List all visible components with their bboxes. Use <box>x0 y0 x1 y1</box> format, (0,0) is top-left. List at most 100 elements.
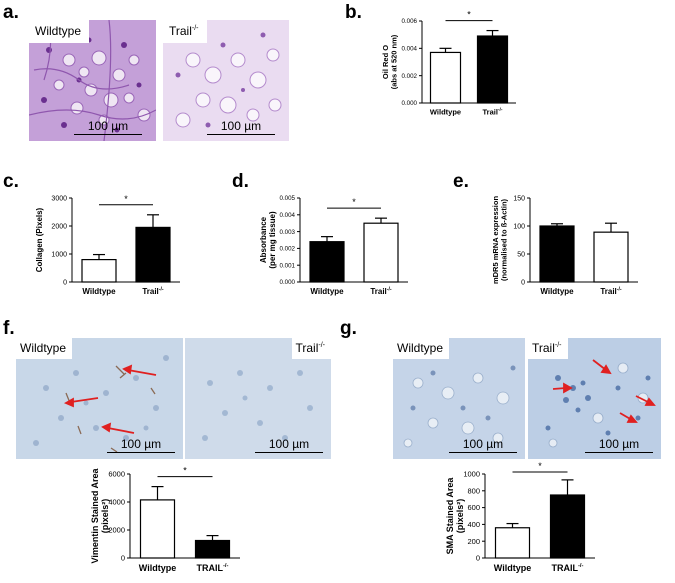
panel-letter-c: c. <box>3 171 19 192</box>
y-tick-label: 150 <box>513 195 525 202</box>
micrograph-a-trail-label-sup: -/- <box>191 25 199 32</box>
y-axis-label-line2: (pixels²) <box>100 499 110 534</box>
y-tick-label: 0 <box>521 279 525 286</box>
arrow-markers-g <box>552 359 656 423</box>
y-axis-label-line2: (normalised to ß-Actin) <box>500 198 509 281</box>
micrograph-f-trail-label: Trail-/- <box>291 338 331 359</box>
scale-label-a-right: 100 µm <box>220 119 262 133</box>
scale-bar-a-right: 100 µm <box>207 119 275 135</box>
y-tick-label: 600 <box>467 503 480 512</box>
y-tick-label: 0.001 <box>280 262 296 269</box>
bar-wildtype <box>429 51 462 104</box>
y-tick-label: 0.002 <box>280 246 296 253</box>
bar-trail <box>363 222 399 283</box>
category-label-sup: -/- <box>387 286 392 292</box>
y-axis-label-line1: Vimentin Stained Area <box>90 467 100 563</box>
category-label: Wildtype <box>540 287 574 296</box>
y-tick-label: 0.003 <box>280 229 296 236</box>
bar-trail <box>194 539 231 559</box>
bar-wildtype <box>81 258 117 283</box>
y-tick-label: 2000 <box>108 526 125 535</box>
y-tick-label: 0.000 <box>402 100 418 107</box>
bar-trail <box>476 35 509 104</box>
scale-line-g-right <box>585 452 653 453</box>
category-label: Wildtype <box>310 287 344 296</box>
panel-letter-e: e. <box>453 171 469 192</box>
micrograph-g-trail-label-text: Trail <box>532 341 555 355</box>
scale-bar-g-left: 100 µm <box>449 437 517 453</box>
micrograph-a-wildtype-texture <box>29 20 156 141</box>
category-label: TRAIL-/- <box>551 563 583 573</box>
category-label-sup: -/- <box>498 107 503 113</box>
micrograph-f-trail: Trail-/- 100 µm <box>185 338 331 459</box>
y-axis-label: Oil Red O(abs at 520 nm) <box>381 34 399 89</box>
y-tick-label: 1000 <box>463 470 480 479</box>
micrograph-a-trail: Trail-/- 100 µm <box>163 20 289 141</box>
bar-wildtype <box>139 499 176 559</box>
micrograph-g-trail-label: Trail-/- <box>528 338 568 359</box>
micrograph-f-trail-label-sup: -/- <box>318 342 325 349</box>
bar-wildtype <box>309 241 345 283</box>
y-axis-label: Vimentin Stained Area(pixels²) <box>90 467 110 563</box>
y-axis-label: mDR5 mRNA expression(normalised to ß-Act… <box>491 196 509 284</box>
micrograph-f-wildtype: Wildtype 100 µm <box>16 338 183 459</box>
panel-letter-f: f. <box>3 318 15 339</box>
y-axis-label-line2: (per mg tissue) <box>268 211 277 269</box>
y-tick-label: 2000 <box>51 223 67 230</box>
category-label-sup: -/- <box>223 563 229 569</box>
y-tick-label: 0.000 <box>280 279 296 286</box>
scale-line-a-right <box>207 134 275 135</box>
scale-label-f-left: 100 µm <box>120 437 162 451</box>
micrograph-f-trail-label-text: Trail <box>295 341 319 355</box>
y-axis-label-line1: Collagen (Pixels) <box>35 207 44 272</box>
y-axis-label: SMA Stained Area(pixels²) <box>445 477 465 555</box>
y-tick-label: 0 <box>63 279 67 286</box>
scale-line-a-left <box>74 134 142 135</box>
scale-label-f-right: 100 µm <box>268 437 310 451</box>
scale-bar-f-left: 100 µm <box>107 437 175 453</box>
micrograph-f-wildtype-label: Wildtype <box>16 338 73 359</box>
y-tick-label: 1000 <box>51 251 67 258</box>
micrograph-g-wildtype-label: Wildtype <box>393 338 450 359</box>
y-tick-label: 0.004 <box>280 212 296 219</box>
significance-marker: * <box>352 197 356 207</box>
y-tick-label: 3000 <box>51 195 67 202</box>
chart-e: 0 50 100 150 mDR5 mRNA expression(normalised… <box>491 195 638 296</box>
scale-label-g-left: 100 µm <box>462 437 504 451</box>
panel-letter-a: a. <box>3 2 19 23</box>
scale-bar-g-right: 100 µm <box>585 437 653 453</box>
panel-letter-b: b. <box>345 2 362 23</box>
y-axis-label-line1: mDR5 mRNA expression <box>491 196 500 284</box>
scale-line-f-right <box>255 452 323 453</box>
category-label: Trail-/- <box>142 286 164 296</box>
y-axis-label-line1: Oil Red O <box>381 45 390 79</box>
significance-marker: * <box>467 10 471 20</box>
bar-wildtype <box>539 225 575 283</box>
micrograph-g-wildtype: Wildtype 100 µm <box>393 338 525 459</box>
y-axis-label-line2: (abs at 520 nm) <box>390 34 399 89</box>
significance-marker: * <box>124 194 128 204</box>
y-tick-label: 800 <box>467 486 480 495</box>
significance-marker: * <box>183 466 187 476</box>
y-axis-label-line2: (pixels²) <box>455 499 465 534</box>
scale-label-g-right: 100 µm <box>598 437 640 451</box>
bar-trail <box>135 226 171 283</box>
y-axis-label: Absorbance(per mg tissue) <box>259 211 277 269</box>
y-tick-label: 100 <box>513 223 525 230</box>
y-tick-label: 6000 <box>108 470 125 479</box>
category-label: TRAIL-/- <box>196 563 228 573</box>
panel-letter-d: d. <box>232 171 249 192</box>
category-label-sup: -/- <box>617 286 622 292</box>
micrograph-g-trail-texture <box>528 338 661 459</box>
category-label: Wildtype <box>82 287 116 296</box>
y-tick-label: 50 <box>517 251 525 258</box>
y-tick-label: 4000 <box>108 498 125 507</box>
micrograph-a-trail-label: Trail-/- <box>163 20 207 43</box>
scale-bar-a-left: 100 µm <box>74 119 142 135</box>
scale-line-g-left <box>449 452 517 453</box>
chart-d: 0.000 0.001 0.002 0.003 0.004 0.005 Absorbance… <box>259 195 408 296</box>
arrow-markers-f <box>63 364 157 434</box>
category-label: Trail-/- <box>482 107 502 116</box>
micrograph-g-trail-label-sup: -/- <box>554 342 562 349</box>
